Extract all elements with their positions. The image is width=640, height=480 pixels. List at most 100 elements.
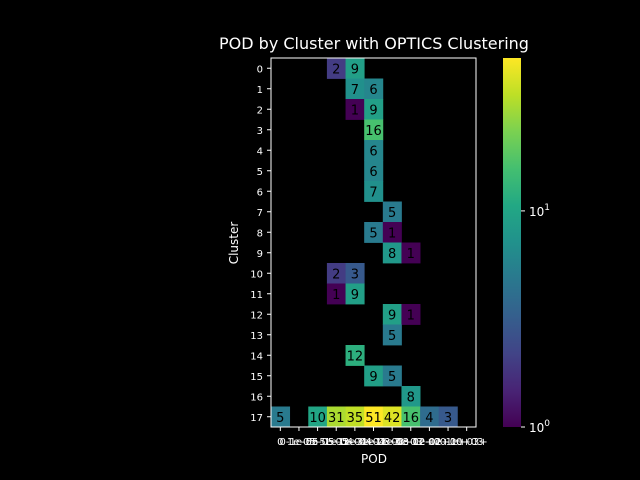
cell-value-label: 1	[407, 308, 415, 323]
y-tick-label: 10	[250, 269, 263, 280]
y-tick-label: 14	[250, 351, 263, 362]
cell-value-label: 5	[388, 370, 396, 385]
heatmap-cell	[438, 406, 458, 428]
heatmap-cell	[345, 345, 365, 366]
cell-value-label: 5	[369, 226, 377, 241]
cell-value-label: 6	[369, 144, 377, 159]
x-tick-label: 5e-05-1e-04	[306, 437, 367, 448]
y-tick-label: 16	[250, 392, 263, 403]
cell-value-label: 5	[276, 411, 284, 426]
cell-value-label: 16	[402, 411, 419, 426]
cell-value-label: 35	[347, 411, 364, 426]
y-tick-label: 5	[257, 167, 263, 178]
cell-value-label: 12	[347, 349, 364, 364]
heatmap-cell	[382, 406, 402, 428]
y-tick-label: 1	[257, 85, 263, 96]
heatmap-cell	[401, 406, 421, 428]
heatmap-cell	[382, 365, 402, 387]
cell-value-label: 2	[332, 267, 340, 282]
x-tick-label: 1e-05-5e-05	[287, 437, 348, 448]
cell-value-label: 9	[388, 308, 396, 323]
cell-value-label: 3	[444, 411, 452, 426]
y-tick-label: 7	[257, 208, 263, 219]
cell-value-label: 10	[309, 411, 326, 426]
heatmap-cell	[382, 242, 402, 264]
heatmap-cell	[364, 78, 384, 100]
x-tick-label: 1e-02-1e+00	[396, 437, 462, 448]
heatmap-cell	[364, 140, 384, 161]
heatmap-cell	[382, 222, 402, 243]
cell-value-label: 6	[369, 165, 377, 180]
heatmap-cell	[345, 58, 365, 79]
cell-value-label: 51	[365, 411, 382, 426]
heatmap-cell	[308, 406, 328, 428]
heatmap-cell	[401, 304, 421, 325]
heatmap-cell	[326, 283, 346, 305]
heatmap-cell	[364, 119, 384, 141]
y-tick-label: 0	[257, 64, 263, 75]
heatmap-cell	[401, 386, 421, 407]
colorbar-ticks: 100 101	[521, 203, 550, 435]
heatmap-cell	[326, 58, 346, 79]
heatmap-cell	[364, 99, 384, 120]
x-tick-label: 3e-04-1e-03	[343, 437, 404, 448]
y-tick-label: 9	[257, 249, 263, 260]
heatmap-cell	[420, 406, 440, 428]
heatmap-cell	[382, 201, 402, 223]
x-tick-label: 0-1e-05	[280, 437, 319, 448]
x-axis: 00-1e-051e-05-5e-055e-05-1e-041e-04-3e-0…	[277, 427, 488, 448]
cell-value-label: 9	[351, 288, 359, 303]
heatmap-cell	[382, 304, 402, 325]
colorbar	[503, 58, 521, 427]
colorbar-tick-label: 100	[529, 419, 550, 435]
heatmap-cell	[345, 283, 365, 305]
y-tick-label: 3	[257, 126, 263, 137]
cell-value-label: 5	[388, 206, 396, 221]
cell-value-label: 8	[388, 247, 396, 262]
heatmap-cell	[382, 324, 402, 346]
y-tick-label: 8	[257, 228, 263, 239]
x-tick-label: 1e-03-3e-03	[361, 437, 422, 448]
cell-value-label: 9	[369, 103, 377, 118]
y-tick-label: 13	[250, 331, 263, 342]
y-tick-label: 17	[250, 413, 263, 424]
y-axis-label: Cluster	[227, 222, 241, 265]
heatmap-cell	[345, 263, 365, 284]
colorbar-tick-label: 101	[529, 203, 550, 219]
cell-value-label: 7	[351, 83, 359, 98]
heatmap-cell	[401, 242, 421, 264]
cell-value-label: 1	[407, 247, 415, 262]
cell-value-label: 5	[388, 329, 396, 344]
x-tick-label: 1e+03+	[446, 437, 488, 448]
chart-title: POD by Cluster with OPTICS Clustering	[219, 34, 529, 53]
y-tick-label: 12	[250, 310, 263, 321]
heatmap-cell	[364, 406, 384, 428]
x-tick-label: 3e-03-1e-02	[380, 437, 441, 448]
cell-value-label: 1	[351, 103, 359, 118]
heatmap-cell	[364, 365, 384, 387]
cell-value-label: 4	[425, 411, 433, 426]
heatmap-cell	[345, 78, 365, 100]
heatmap-cell	[364, 222, 384, 243]
x-tick-label: 1e-04-3e-04	[324, 437, 385, 448]
heatmap-cell	[326, 263, 346, 284]
cell-value-label: 16	[365, 124, 382, 139]
cell-value-label: 1	[388, 226, 396, 241]
y-tick-label: 11	[250, 290, 263, 301]
cell-value-label: 2	[332, 62, 340, 77]
heatmap-cell	[364, 181, 384, 202]
y-tick-label: 6	[257, 187, 263, 198]
heatmap-cell	[345, 406, 365, 428]
cell-value-label: 9	[369, 370, 377, 385]
y-tick-label: 4	[257, 146, 263, 157]
cell-value-label: 42	[384, 411, 401, 426]
y-tick-label: 15	[250, 372, 263, 383]
cell-value-label: 6	[369, 83, 377, 98]
x-tick-label: 1e+00-1e+03	[413, 437, 484, 448]
cell-value-label: 31	[328, 411, 345, 426]
heatmap-cell	[345, 99, 365, 120]
heatmap-cell	[326, 406, 346, 428]
